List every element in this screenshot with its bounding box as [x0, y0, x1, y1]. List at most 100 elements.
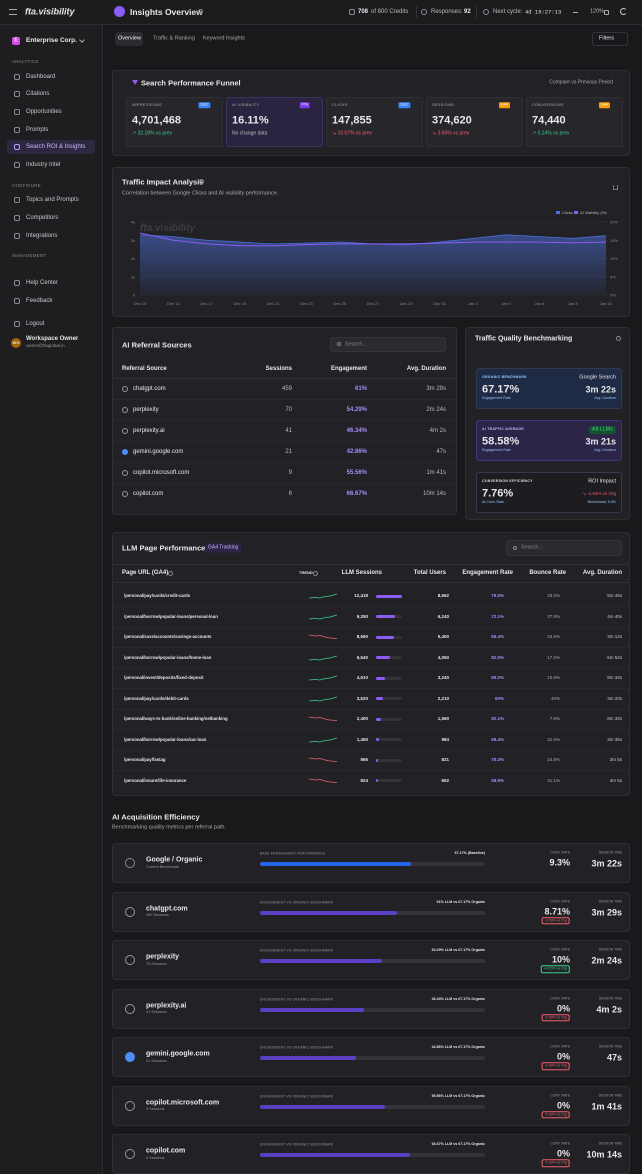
engagement-rate: 82.5% [491, 654, 504, 660]
source-sub: 41 Sessions [146, 1010, 167, 1015]
llm-sessions: 1,450 [356, 736, 368, 742]
source-sub: 459 Sessions [146, 913, 169, 918]
avg-duration: 8m 32s [607, 715, 622, 721]
row-rule [113, 749, 629, 751]
nav-item[interactable]: Help Center [26, 280, 59, 286]
nav-item[interactable]: Integrations [26, 233, 58, 239]
nav-item[interactable]: Competitors [26, 215, 59, 221]
trend-line [309, 737, 337, 742]
row-rule [113, 399, 456, 400]
source-icon [125, 1052, 135, 1062]
table-rule [113, 378, 456, 379]
y-tick-label: 0 [133, 293, 136, 298]
nav-item[interactable]: Prompts [26, 127, 49, 133]
source-icon [122, 470, 128, 476]
benchmark-name: All LLMs [588, 426, 616, 434]
icon [14, 127, 20, 133]
table-cell: 9 [288, 470, 292, 476]
conv-label: CONV. RATE [550, 947, 570, 952]
benchmark-value: 58.58% [482, 435, 520, 448]
metric-source: GA4 [598, 102, 610, 108]
conv-badge: -9.30% vs Org [541, 1159, 570, 1167]
y2-tick-label: 10% [610, 256, 618, 261]
filters-button[interactable] [592, 32, 628, 46]
nav-item[interactable]: Topics and Prompts [26, 197, 79, 203]
benchmark-value: 7.76% [482, 487, 514, 500]
source-name: perplexity.ai [146, 1002, 187, 1009]
source-icon [125, 858, 135, 868]
avg-duration: 3m 20s [607, 695, 622, 701]
row-rule [113, 626, 629, 628]
engagement-track [260, 1007, 485, 1012]
session-bar [376, 738, 380, 741]
nav-item[interactable]: Opportunities [26, 109, 62, 115]
nav-item[interactable]: Citations [26, 91, 50, 97]
trend-line [309, 716, 337, 721]
time-value: 4m 2s [596, 1004, 622, 1014]
metric-label: IMPRESSIONS [132, 102, 162, 107]
total-users: 984 [441, 736, 449, 742]
zoom-out-button[interactable] [573, 12, 578, 13]
bar-label: ENGAGEMENT VS ORGANIC BENCHMARK [260, 1093, 334, 1098]
llm-panel [112, 532, 630, 796]
metric-value: 147,855 [332, 114, 372, 127]
row-rule [113, 647, 629, 648]
page-url: /personal/invest/deposits/fixed-deposit [124, 674, 204, 680]
search-box[interactable] [330, 337, 446, 352]
session-track [376, 779, 402, 782]
sparkline [309, 778, 337, 783]
table-header: Engagement Rate [462, 570, 513, 576]
download-icon[interactable] [613, 185, 618, 190]
source-icon [122, 428, 128, 434]
user-email: owner@ftaglobal.in [26, 342, 65, 348]
source-sub: 21 Sessions [146, 1058, 167, 1063]
source-icon [122, 491, 128, 497]
nav-item[interactable]: Dashboard [26, 74, 56, 80]
nav-active [7, 140, 95, 154]
row-rule [113, 420, 456, 421]
icon [14, 162, 20, 168]
time-label: SESSION TIME [598, 995, 622, 1000]
nav-logout[interactable]: Logout [26, 321, 45, 327]
nav-item[interactable]: Feedback [26, 298, 53, 304]
session-track [376, 717, 402, 721]
search-box[interactable] [506, 540, 622, 556]
page-url: /personal/pay/fastag [124, 756, 166, 762]
tab[interactable]: Overview [118, 35, 141, 42]
filters: Filters [599, 35, 614, 42]
conv-value: 8.71% [544, 906, 570, 916]
nav-item[interactable]: Search ROI & Insights [26, 144, 86, 150]
bounce-rate: 27.9% [547, 613, 560, 619]
llm-sessions: 8,560 [356, 633, 368, 639]
tab-active [115, 32, 143, 46]
engagement-bar [260, 1056, 357, 1060]
engagement-rate: 72.1% [491, 613, 504, 619]
source-icon [125, 1100, 135, 1111]
x-tick-label: Dec 21 [267, 301, 280, 306]
zoom-in-button[interactable] [604, 10, 609, 15]
nav-item[interactable]: Industry Intel [26, 162, 61, 168]
avg-duration: 4m 5s [609, 777, 622, 783]
row-rule [113, 667, 629, 669]
page-url: /personal/pay/cards/credit-cards [124, 592, 191, 598]
menu-button[interactable] [9, 9, 17, 15]
icon [14, 91, 20, 97]
llm-badge: GA4 Tracking [205, 543, 242, 553]
divider [416, 6, 417, 18]
llm-sessions: 9,250 [356, 613, 368, 619]
sparkline [309, 757, 337, 762]
y2-tick-label: 15% [610, 238, 618, 243]
page-url: /personal/pay/cards/debit-cards [124, 695, 189, 701]
avg-duration: 8m 34s [607, 674, 622, 680]
time-label: SESSION TIME [598, 898, 622, 903]
session-track [376, 676, 402, 680]
bar-compare: 46.34% LLM vs 67.17% Organic [431, 996, 485, 1001]
theme-toggle[interactable] [620, 8, 627, 15]
tab[interactable]: Keyword Insights [203, 35, 245, 42]
table-header: Sessions [265, 366, 292, 372]
sparkline [309, 696, 337, 701]
source-name: gemini.google.com [146, 1050, 210, 1058]
tab[interactable]: Traffic & Ranking [153, 35, 195, 42]
session-bar [376, 758, 378, 762]
bar-label: ENGAGEMENT VS ORGANIC BENCHMARK [260, 1142, 334, 1147]
